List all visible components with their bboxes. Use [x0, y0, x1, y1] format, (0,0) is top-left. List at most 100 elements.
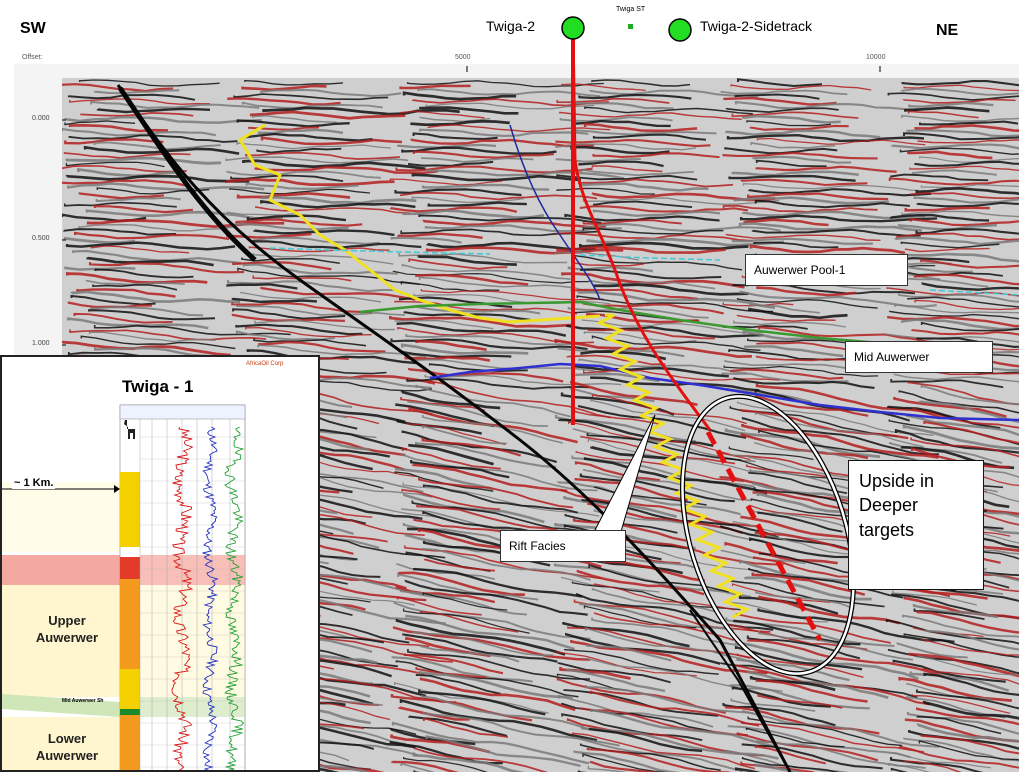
reflector-segment: [583, 331, 697, 343]
reflector-segment: [921, 282, 1019, 291]
reflector-segment: [909, 671, 1010, 692]
reflector-segment: [415, 384, 571, 418]
reflector-segment: [756, 286, 856, 297]
band-lower-auwerwer: [2, 717, 120, 770]
cyan-horizon-east: [579, 254, 721, 261]
reflector-segment: [419, 611, 519, 633]
reflector-segment: [742, 183, 926, 192]
reflector-segment: [62, 83, 174, 93]
reflector-segment: [412, 150, 554, 159]
reflector-segment: [741, 423, 939, 459]
reflector-segment: [391, 721, 590, 765]
reflector-segment: [413, 305, 541, 315]
reflector-segment: [393, 601, 591, 640]
reflector-segment: [422, 484, 579, 514]
reflector-segment: [754, 745, 826, 765]
reflector-segment: [728, 446, 814, 461]
reflector-segment: [571, 119, 671, 128]
mid-auwerwer-horizon: [359, 300, 881, 345]
reflector-segment: [85, 279, 185, 286]
reflector-segment: [720, 662, 918, 699]
reflector-segment: [70, 290, 241, 304]
reflector-segment: [735, 612, 891, 644]
reflector-segment: [235, 330, 335, 341]
reflector-segment: [746, 120, 832, 127]
reflector-segment: [586, 237, 784, 247]
reflector-segment: [242, 263, 398, 275]
reflector-segment: [590, 446, 676, 461]
reflector-segment: [400, 343, 529, 355]
reflector-segment: [390, 236, 462, 244]
reflector-segment: [570, 380, 698, 407]
reflector-segment: [743, 218, 829, 227]
reflector-segment: [244, 327, 372, 338]
litho-column-yellow: [120, 669, 140, 709]
reflector-segment: [748, 567, 904, 599]
reflector-segment: [413, 518, 513, 536]
reflector-segment: [394, 300, 578, 315]
reflector-segment: [890, 173, 989, 182]
reflector-segment: [888, 762, 931, 772]
reflector-segment: [62, 127, 217, 137]
reflector-segment: [914, 124, 1019, 132]
reflector-segment: [405, 614, 575, 651]
reflector-segment: [260, 136, 403, 146]
reflector-segment: [738, 408, 909, 440]
reflector-segment: [415, 339, 487, 352]
reflector-segment: [412, 630, 554, 657]
reflector-segment: [565, 668, 666, 693]
reflector-segment: [901, 114, 1019, 122]
reflector-segment: [245, 132, 373, 142]
reflector-segment: [722, 204, 878, 213]
reflector-segment: [893, 396, 1007, 418]
reflector-segment: [397, 573, 539, 601]
reflector-segment: [741, 114, 841, 124]
reflector-segment: [557, 347, 685, 358]
reflector-segment: [575, 450, 745, 482]
reflector-segment: [896, 232, 1019, 241]
reflector-segment: [407, 401, 548, 427]
reflector-segment: [388, 315, 573, 328]
reflector-segment: [578, 178, 734, 188]
reflector-segment: [252, 275, 352, 282]
reflector-segment: [241, 257, 340, 264]
reflector-segment: [722, 702, 836, 727]
reflector-segment: [399, 191, 598, 201]
reflector-segment: [413, 747, 548, 772]
band-upper-pale: [2, 482, 120, 552]
reflector-segment: [592, 152, 720, 159]
reflector-segment: [900, 241, 1000, 249]
reflector-segment: [395, 585, 496, 604]
reflector-segment: [747, 639, 945, 678]
reflector-segment: [262, 106, 460, 116]
reflector-segment: [564, 648, 719, 675]
reflector-segment: [902, 252, 1019, 263]
reflector-segment: [579, 241, 749, 251]
reflector-segment: [889, 756, 984, 772]
reflector-segment: [922, 666, 1019, 685]
reflector-segment: [741, 720, 925, 753]
reflector-segment: [407, 80, 604, 88]
reflector-segment: [554, 338, 752, 358]
reflector-segment: [88, 261, 245, 274]
reflector-segment: [913, 196, 1019, 204]
reflector-segment: [755, 590, 855, 610]
reflector-segment: [887, 315, 1019, 328]
reflector-segment: [415, 441, 557, 469]
reflector-segment: [421, 424, 507, 445]
reflector-segment: [902, 98, 1016, 104]
reflector-segment: [755, 159, 827, 168]
secondary-fault: [689, 609, 791, 772]
reflector-segment: [589, 760, 661, 772]
reflector-segment: [236, 142, 391, 150]
reflector-segment: [584, 106, 753, 115]
reflector-segment: [402, 91, 517, 101]
reflector-segment: [399, 110, 485, 119]
offset-tick-label-10000: 10000: [866, 54, 886, 61]
reflector-segment: [916, 337, 1019, 348]
reflector-segment: [78, 79, 220, 87]
reflector-segment: [395, 660, 579, 698]
reflector-segment: [591, 165, 663, 173]
reflector-segment: [62, 164, 187, 173]
reflector-segment: [731, 237, 873, 245]
